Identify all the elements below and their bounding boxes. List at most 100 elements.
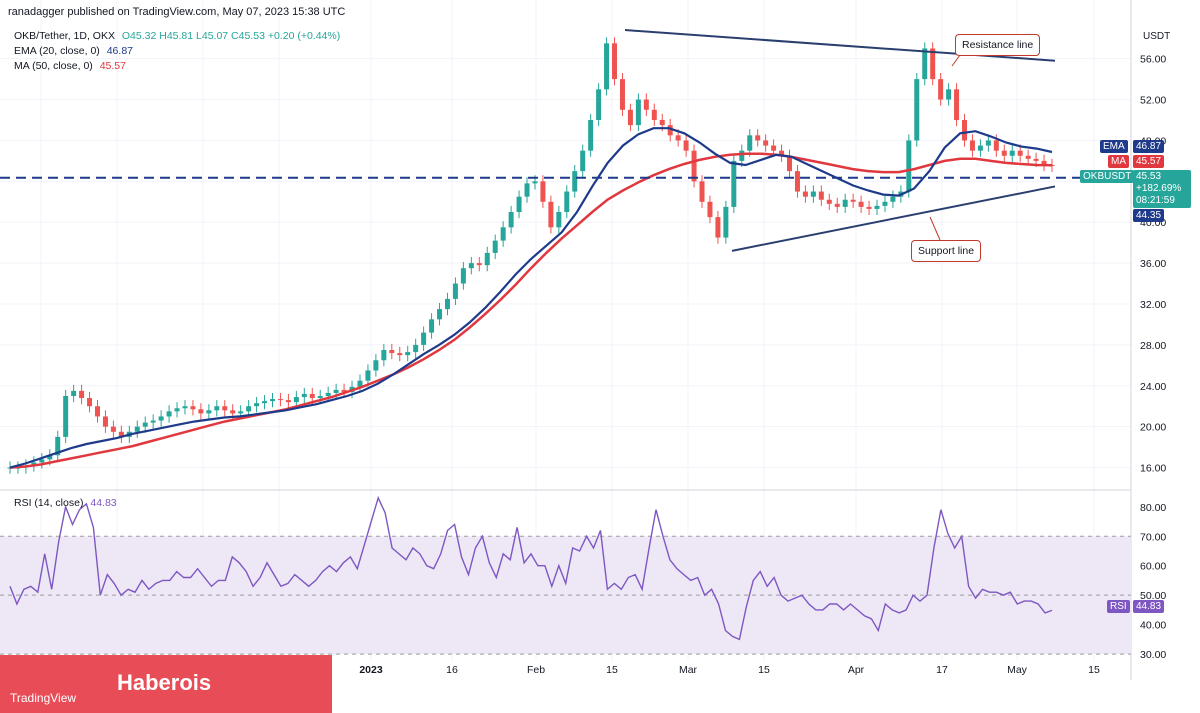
candle-body — [55, 436, 61, 456]
candle-body — [444, 298, 450, 310]
candle-body — [787, 155, 793, 172]
candle-body — [405, 352, 411, 356]
candle-body — [492, 240, 498, 253]
candle-body — [659, 120, 665, 126]
candle-body — [906, 140, 912, 192]
candle-body — [39, 459, 45, 463]
candle-body — [1009, 150, 1015, 156]
candle-body — [500, 227, 506, 241]
candle-body — [118, 431, 124, 437]
candle-body — [79, 390, 85, 399]
candle-body — [691, 150, 697, 182]
candle-body — [874, 205, 880, 209]
time-tick-label: 15 — [1088, 664, 1100, 676]
rsi-line — [9, 495, 1053, 641]
candle-body — [1049, 164, 1055, 166]
candle-body — [277, 399, 283, 401]
resistance-line-annotation: Resistance line — [955, 34, 1041, 56]
symbol-tag: OKBUSDT — [1080, 170, 1135, 183]
candle-body — [922, 48, 928, 80]
candle-body — [254, 403, 260, 407]
price-tick-label: 28.00 — [1140, 340, 1166, 352]
candle-body — [779, 150, 785, 156]
candle-body — [365, 370, 371, 381]
candle-body — [516, 196, 522, 212]
rsi-band-fill — [0, 536, 1131, 655]
candle-body — [866, 206, 872, 209]
candle-body — [540, 181, 546, 202]
candle-body — [452, 283, 458, 299]
support-annotation-pointer — [929, 216, 941, 241]
candle-body — [166, 411, 172, 417]
candle-body — [238, 411, 244, 414]
candle-body — [858, 201, 864, 207]
time-tick-label: Mar — [679, 664, 698, 676]
candle-body — [715, 217, 721, 238]
candle-body — [262, 401, 268, 404]
time-tick-label: 17 — [936, 664, 948, 676]
resistance-annotation-pointer — [951, 54, 961, 67]
candle-body — [198, 409, 204, 414]
rsi-tick-label: 50.00 — [1140, 590, 1166, 602]
candle-body — [763, 140, 769, 146]
candle-body — [882, 201, 888, 206]
time-tick-label: 15 — [606, 664, 618, 676]
candle-body — [985, 140, 991, 146]
candle-body — [938, 79, 944, 100]
ma-price-tag: 45.57 — [1133, 155, 1165, 168]
candle-body — [818, 191, 824, 200]
candle-body — [771, 145, 777, 151]
candle-body — [63, 396, 69, 437]
candle-body — [699, 181, 705, 202]
candle-body — [269, 399, 275, 402]
candle-body — [1041, 160, 1047, 165]
candle-body — [373, 360, 379, 371]
rsi-legend-label: RSI (14, close) — [14, 497, 84, 509]
candle-body — [731, 160, 737, 207]
support-level-tag: 44.35 — [1133, 209, 1165, 222]
banner-text: Haberois — [117, 670, 212, 695]
price-tick-label: 24.00 — [1140, 381, 1166, 393]
candle-body — [524, 183, 530, 197]
last-price: 45.53 — [1136, 171, 1162, 182]
rsi-band — [0, 535, 1131, 655]
price-tick-label: 52.00 — [1140, 95, 1166, 107]
publisher-line: ranadagger published on TradingView.com,… — [8, 6, 346, 18]
candle-body — [333, 389, 339, 393]
candle-body — [954, 89, 960, 120]
candle-body — [71, 390, 77, 396]
candle-body — [596, 89, 602, 120]
candle-body — [962, 120, 968, 141]
price-tag-block: 45.53 +182.69% 08:21:59 — [1133, 170, 1191, 208]
candle-body — [556, 212, 562, 228]
candle-body — [850, 199, 856, 202]
rsi-tag: RSI — [1107, 600, 1130, 613]
candle-body — [7, 467, 13, 469]
candle-body — [102, 416, 108, 427]
rsi-tick-label: 70.00 — [1140, 531, 1166, 543]
time-tick-label: Apr — [848, 664, 865, 676]
candle-body — [675, 135, 681, 141]
candle-body — [564, 191, 570, 212]
price-tick-label: 32.00 — [1140, 299, 1166, 311]
time-tick-label: 15 — [758, 664, 770, 676]
candles — [7, 37, 1055, 474]
candle-body — [413, 344, 419, 353]
candle-body — [309, 393, 315, 399]
candle-body — [810, 191, 816, 197]
watermark-banner: Haberois TradingView — [0, 655, 332, 713]
candle-body — [969, 140, 975, 151]
candle-body — [755, 135, 761, 141]
candle-body — [1017, 150, 1023, 156]
candle-body — [890, 196, 896, 202]
ma-legend-label: MA (50, close, 0) — [14, 60, 93, 72]
candle-body — [643, 99, 649, 110]
candle-body — [31, 462, 37, 466]
candle-body — [993, 140, 999, 151]
candle-body — [508, 212, 514, 228]
candle-body — [1033, 158, 1039, 161]
rsi-legend-value: 44.83 — [90, 497, 117, 509]
symbol-legend: OKB/Tether, 1D, OKX O45.32 H45.81 L45.07… — [14, 30, 344, 42]
candle-body — [142, 422, 148, 427]
change-percent: +182.69% — [1136, 183, 1182, 194]
